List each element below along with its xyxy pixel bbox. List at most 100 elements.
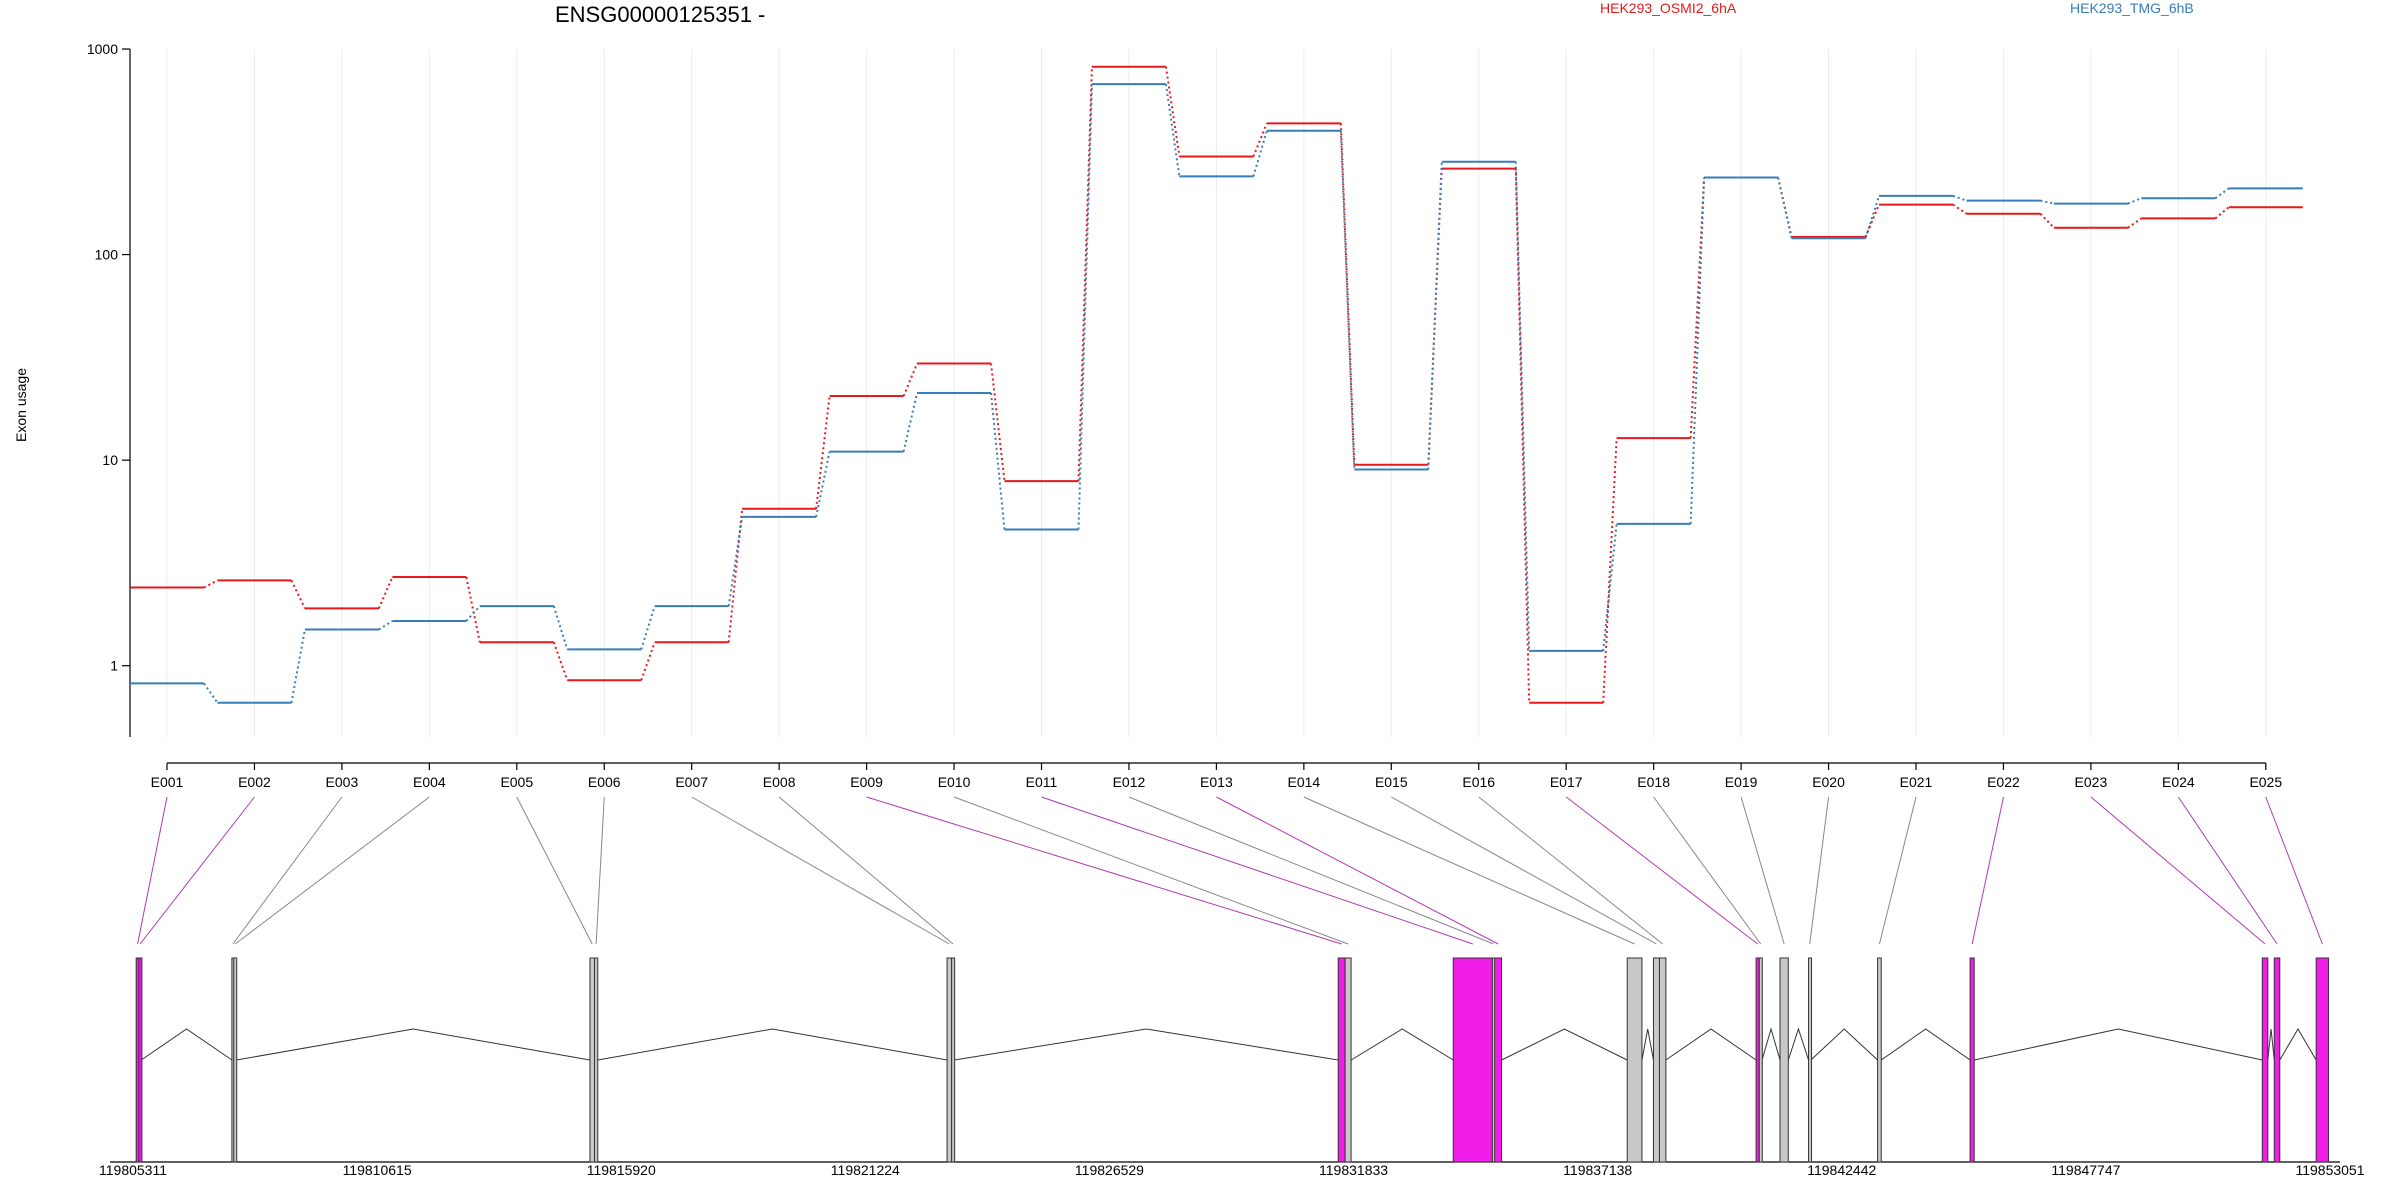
- series-connector: [1689, 177, 1706, 439]
- y-tick-label: 100: [95, 247, 119, 263]
- exon-connector: [691, 796, 950, 945]
- intron-line: [2279, 1028, 2317, 1061]
- y-tick-label: 1000: [87, 41, 118, 57]
- series-connector: [552, 641, 569, 681]
- series-connector: [1602, 438, 1618, 703]
- series-connector: [1077, 66, 1093, 482]
- series-connector: [2039, 213, 2055, 229]
- plot-grid: [166, 49, 2267, 737]
- exon-box-E015: [1652, 957, 1660, 1163]
- series-connector: [640, 605, 656, 650]
- series-connector: [815, 395, 831, 509]
- exon-box-E014: [1626, 957, 1643, 1163]
- exon-connector: [2177, 796, 2278, 945]
- intron-line: [954, 1028, 1339, 1061]
- x-tick-label: E013: [1200, 774, 1233, 790]
- exon-box-E016: [1658, 957, 1667, 1163]
- x-tick-label: E011: [1026, 774, 1058, 790]
- series-connector: [902, 392, 919, 452]
- exon-box-E008: [951, 957, 956, 1163]
- series-connector: [1252, 122, 1268, 157]
- series-connector: [2127, 197, 2142, 205]
- series-connector: [640, 641, 656, 681]
- coordinate-label: 119842442: [1807, 1162, 1876, 1178]
- exon-connector: [866, 796, 1342, 945]
- coordinate-label: 119810615: [343, 1162, 412, 1178]
- x-tick-label: E007: [675, 774, 708, 790]
- exon-connector: [1041, 796, 1473, 945]
- series-connector: [1252, 130, 1268, 177]
- plot-series: [130, 65, 2303, 704]
- x-tick-label: E003: [326, 774, 359, 790]
- x-tick-label: E006: [588, 774, 621, 790]
- exon-connector: [516, 796, 593, 945]
- exon-box-E019: [1779, 957, 1789, 1163]
- x-tick-label: E001: [151, 774, 184, 790]
- coordinate-label: 119821224: [831, 1162, 900, 1178]
- exon-connector: [2090, 796, 2266, 945]
- exon-connector: [778, 796, 954, 945]
- legend-series-2: HEK293_TMG_6hB: [2070, 0, 2194, 16]
- exon-box-E004: [233, 957, 238, 1163]
- x-tick-label: E004: [413, 774, 446, 790]
- chart-title: ENSG00000125351 -: [555, 2, 765, 27]
- series-connector: [1864, 204, 1880, 238]
- y-tick-label: 10: [102, 452, 118, 468]
- exon-box-E002: [138, 957, 143, 1163]
- x-tick-label: E005: [500, 774, 533, 790]
- coordinate-label: 119837138: [1563, 1162, 1632, 1178]
- series-connector: [1339, 130, 1356, 470]
- exon-connector: [1565, 796, 1758, 945]
- exon-connector: [953, 796, 1349, 945]
- series-connector: [1952, 203, 1968, 215]
- series-connector: [203, 682, 219, 704]
- exon-connector: [1391, 796, 1657, 945]
- x-tick-label: E021: [1900, 774, 1933, 790]
- series-connector: [727, 508, 744, 643]
- x-tick-label: E008: [763, 774, 796, 790]
- exon-box-E024: [2273, 957, 2281, 1163]
- x-tick-label: E023: [2075, 774, 2108, 790]
- x-tick-label: E020: [1812, 774, 1845, 790]
- x-tick-label: E017: [1550, 774, 1583, 790]
- series-connector: [2214, 187, 2230, 200]
- x-tick-label: E022: [1987, 774, 2020, 790]
- series-connector: [1864, 195, 1880, 239]
- y-tick-label: 1: [110, 658, 118, 674]
- x-tick-label: E024: [2162, 774, 2195, 790]
- exon-box-E013: [1494, 957, 1503, 1163]
- exon-connector: [1878, 796, 1917, 945]
- exon-connector: [232, 796, 343, 945]
- exon-connector: [1740, 796, 1785, 945]
- series-connector: [1777, 177, 1793, 239]
- exon-connector: [234, 796, 430, 945]
- y-axis-label: Exon usage: [13, 368, 29, 442]
- series-connector: [203, 579, 218, 589]
- exon-box-E010: [1344, 957, 1352, 1163]
- x-tick-label: E015: [1375, 774, 1408, 790]
- intron-line: [1787, 1027, 1810, 1061]
- exon-connector: [1478, 796, 1663, 945]
- exon-box-E022: [1969, 957, 1975, 1163]
- gene-track: 119805311 119810615 119815920 119821224 1198…: [99, 957, 2365, 1178]
- series-connector: [290, 629, 306, 703]
- series-connector: [1514, 168, 1531, 703]
- series-connector: [2127, 217, 2142, 229]
- x-tick-label: E010: [938, 774, 971, 790]
- x-tick-label: E025: [2249, 774, 2282, 790]
- exon-connector: [1216, 796, 1499, 945]
- x-tick-label: E019: [1725, 774, 1758, 790]
- series-connector: [290, 579, 306, 609]
- intron-line: [140, 1028, 233, 1061]
- intron-line: [1665, 1028, 1757, 1061]
- intron-line: [597, 1028, 948, 1061]
- series-connector: [1339, 123, 1356, 465]
- x-tick-label: E012: [1113, 774, 1146, 790]
- series-connector: [465, 605, 481, 622]
- coordinate-label: 119847747: [2051, 1162, 2120, 1178]
- exon-box-E009: [1337, 957, 1346, 1163]
- series-connector: [1689, 177, 1706, 524]
- series-connector: [727, 516, 744, 607]
- exon-connector: [595, 796, 605, 945]
- intron-line: [1641, 1028, 1654, 1061]
